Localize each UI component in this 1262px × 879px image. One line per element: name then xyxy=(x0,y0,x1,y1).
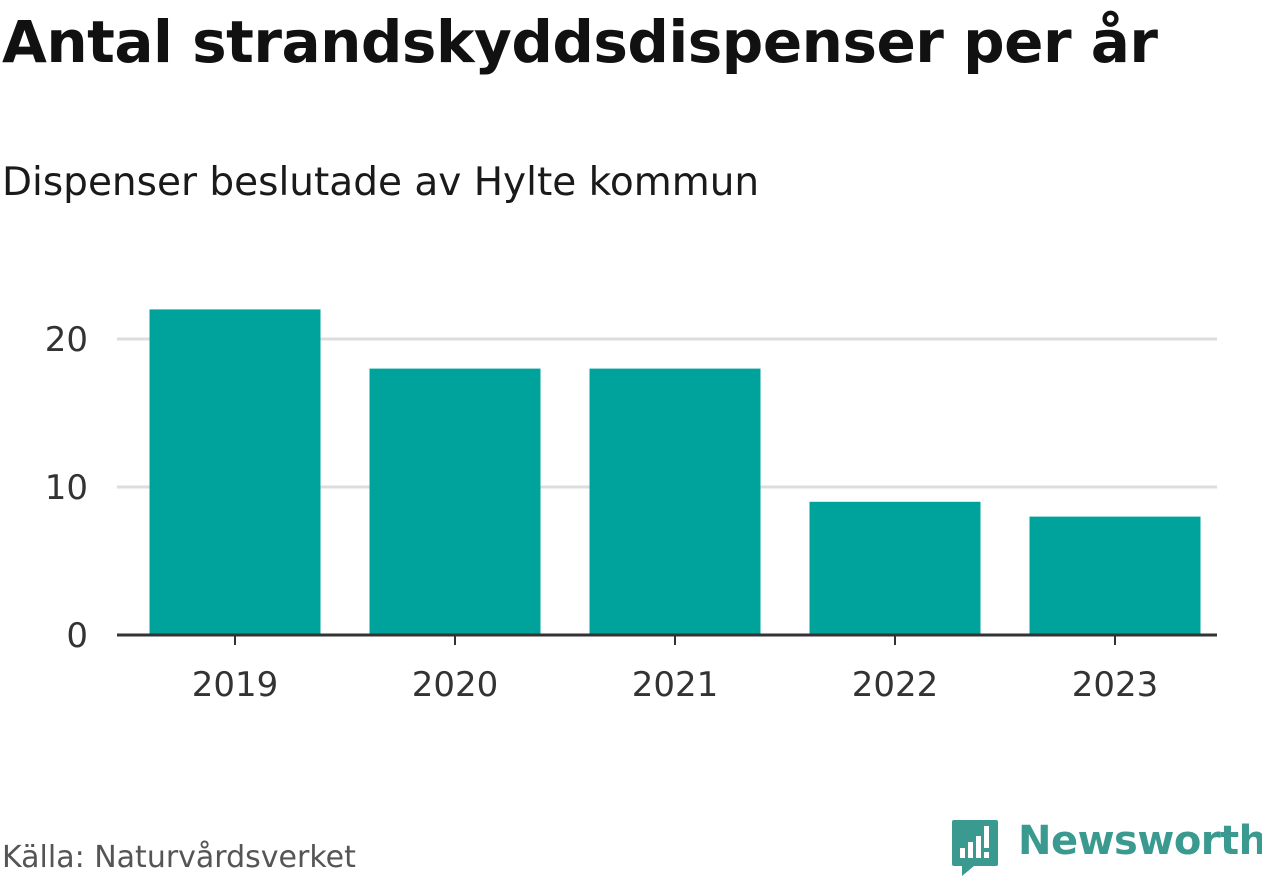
bar-2020 xyxy=(369,368,541,635)
y-tick-label: 0 xyxy=(66,616,88,656)
bar-2021 xyxy=(589,368,761,635)
x-tick-label: 2021 xyxy=(632,665,719,705)
bar-chart-icon xyxy=(952,820,998,876)
bar-2019 xyxy=(149,309,321,635)
bar-2022 xyxy=(809,501,981,635)
x-tick-label: 2019 xyxy=(192,665,279,705)
brand-name: Newsworthy xyxy=(1018,818,1262,864)
x-tick-label: 2020 xyxy=(412,665,499,705)
source-note: Källa: Naturvårdsverket xyxy=(2,840,356,875)
y-tick-label: 20 xyxy=(45,320,88,360)
chart-subtitle: Dispenser beslutade av Hylte kommun xyxy=(2,160,760,205)
y-tick-label: 10 xyxy=(45,468,88,508)
brand-logo: Newsworthy xyxy=(950,818,1262,878)
x-tick-label: 2023 xyxy=(1072,665,1159,705)
bar-2023 xyxy=(1029,516,1201,635)
x-tick-label: 2022 xyxy=(852,665,939,705)
chart-title: Antal strandskyddsdispenser per år xyxy=(2,8,1158,76)
